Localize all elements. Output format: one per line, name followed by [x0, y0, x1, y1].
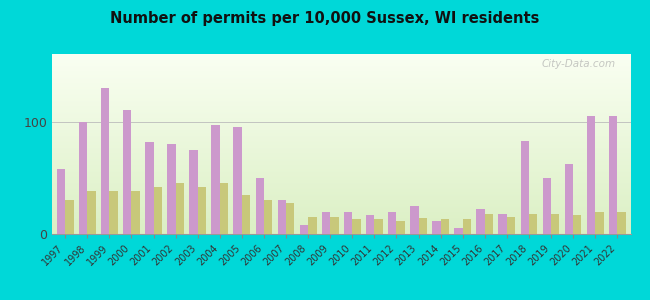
Bar: [123, 110, 131, 234]
Bar: [374, 219, 383, 234]
Bar: [432, 220, 441, 234]
Bar: [454, 228, 463, 234]
Bar: [145, 142, 153, 234]
Bar: [278, 200, 286, 234]
Bar: [352, 219, 361, 234]
Bar: [565, 164, 573, 234]
Bar: [419, 218, 427, 234]
Bar: [65, 200, 73, 234]
Bar: [220, 183, 228, 234]
Bar: [57, 169, 65, 234]
Bar: [463, 219, 471, 234]
Bar: [131, 191, 140, 234]
Bar: [551, 214, 560, 234]
Bar: [499, 214, 507, 234]
Bar: [198, 187, 206, 234]
Bar: [521, 141, 529, 234]
Bar: [441, 219, 449, 234]
Bar: [396, 220, 405, 234]
Bar: [322, 212, 330, 234]
Bar: [308, 217, 317, 234]
Bar: [388, 212, 396, 234]
Bar: [176, 183, 184, 234]
Bar: [507, 217, 515, 234]
Bar: [543, 178, 551, 234]
Bar: [366, 215, 374, 234]
Bar: [211, 125, 220, 234]
Bar: [255, 178, 264, 234]
Bar: [344, 212, 352, 234]
Bar: [242, 195, 250, 234]
Bar: [485, 214, 493, 234]
Bar: [410, 206, 419, 234]
Bar: [573, 215, 582, 234]
Bar: [529, 214, 538, 234]
Bar: [609, 116, 618, 234]
Bar: [189, 150, 198, 234]
Bar: [476, 209, 485, 234]
Text: City-Data.com: City-Data.com: [542, 59, 616, 69]
Bar: [79, 122, 87, 234]
Bar: [300, 225, 308, 234]
Bar: [286, 202, 294, 234]
Bar: [101, 88, 109, 234]
Text: Number of permits per 10,000 Sussex, WI residents: Number of permits per 10,000 Sussex, WI …: [111, 11, 540, 26]
Bar: [587, 116, 595, 234]
Bar: [87, 191, 96, 234]
Bar: [233, 127, 242, 234]
Bar: [330, 217, 339, 234]
Bar: [153, 187, 162, 234]
Bar: [167, 144, 176, 234]
Bar: [595, 212, 604, 234]
Bar: [264, 200, 272, 234]
Bar: [109, 191, 118, 234]
Bar: [618, 212, 626, 234]
